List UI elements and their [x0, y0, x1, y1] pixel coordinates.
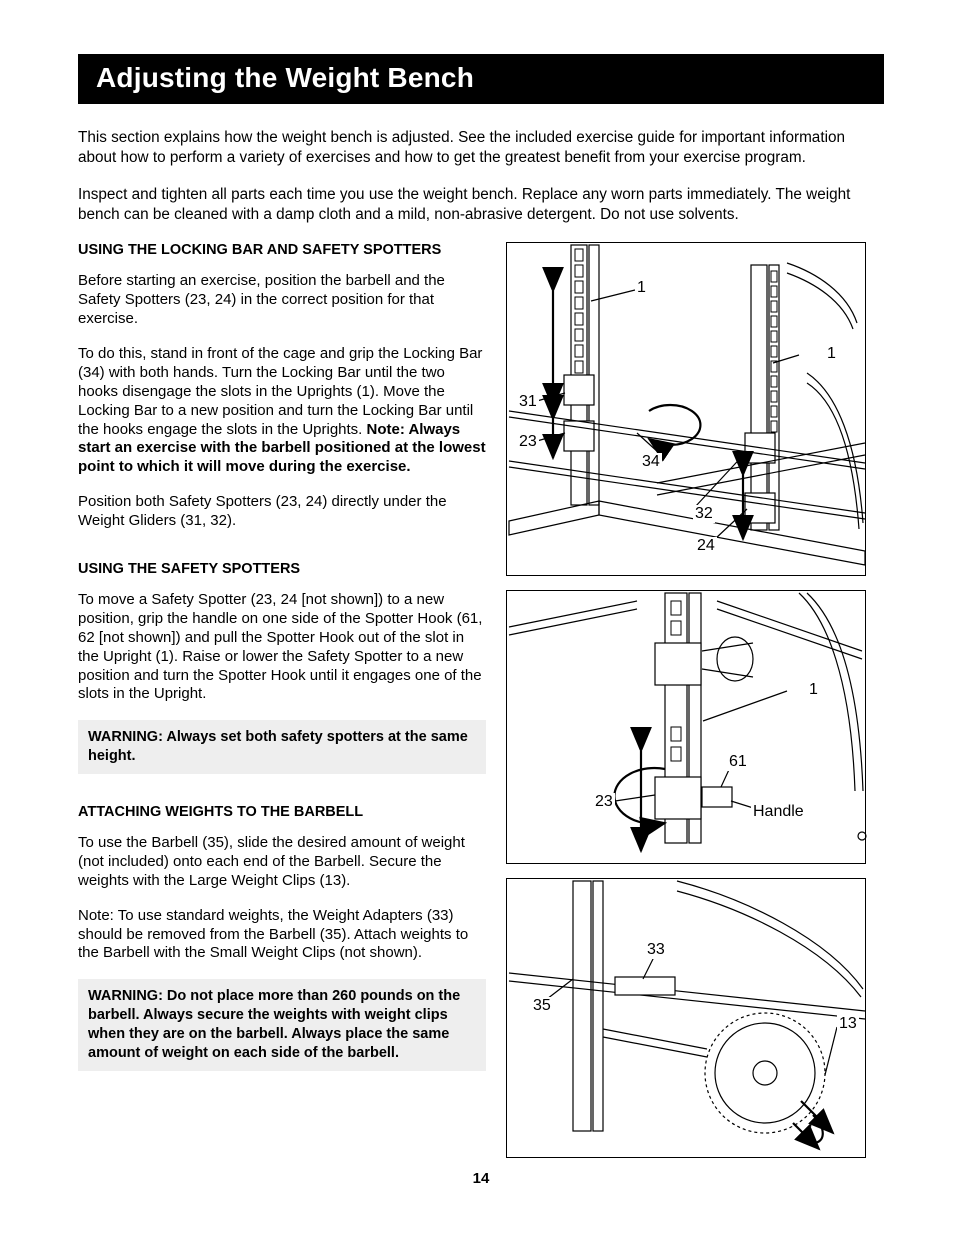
s1-p2: To do this, stand in front of the cage a…: [78, 345, 486, 477]
warning-barbell-text: WARNING: Do not place more than 260 poun…: [88, 987, 476, 1062]
dg1-label-1a: 1: [635, 279, 648, 297]
section-locking-bar: USING THE LOCKING BAR AND SAFETY SPOTTER…: [78, 242, 486, 531]
dg3-label-35: 35: [531, 997, 553, 1015]
s2-p1: To move a Safety Spotter (23, 24 [not sh…: [78, 591, 486, 704]
s1-p3: Position both Safety Spotters (23, 24) d…: [78, 493, 486, 531]
section-attaching-weights: ATTACHING WEIGHTS TO THE BARBELL To use …: [78, 804, 486, 1071]
diagram-2-svg: [507, 591, 867, 865]
section-title: Adjusting the Weight Bench: [96, 62, 866, 94]
dg2-label-1: 1: [807, 681, 820, 699]
dg1-label-31: 31: [517, 393, 539, 411]
page-number: 14: [78, 1170, 884, 1187]
right-column: 1 1 31 23 34 32 24: [506, 242, 866, 1158]
dg3-label-13: 13: [837, 1015, 859, 1033]
dg2-label-23: 23: [593, 793, 615, 811]
intro-paragraph-1: This section explains how the weight ben…: [78, 128, 884, 167]
warning-box-spotters: WARNING: Always set both safety spotters…: [78, 720, 486, 774]
intro-paragraph-2: Inspect and tighten all parts each time …: [78, 185, 884, 224]
diagram-barbell-weights: 33 35 13: [506, 878, 866, 1158]
dg2-label-61: 61: [727, 753, 749, 771]
diagram-locking-bar: 1 1 31 23 34 32 24: [506, 242, 866, 576]
subhead-locking-bar: USING THE LOCKING BAR AND SAFETY SPOTTER…: [78, 242, 486, 258]
subhead-safety-spotters: USING THE SAFETY SPOTTERS: [78, 561, 486, 577]
warning-box-barbell: WARNING: Do not place more than 260 poun…: [78, 979, 486, 1070]
dg1-label-32: 32: [693, 505, 715, 523]
diagram-1-svg: [507, 243, 867, 577]
dg3-label-33: 33: [645, 941, 667, 959]
intro-block: This section explains how the weight ben…: [78, 128, 884, 224]
left-column: USING THE LOCKING BAR AND SAFETY SPOTTER…: [78, 242, 486, 1158]
subhead-attaching-weights: ATTACHING WEIGHTS TO THE BARBELL: [78, 804, 486, 820]
section-safety-spotters: USING THE SAFETY SPOTTERS To move a Safe…: [78, 561, 486, 774]
section-title-bar: Adjusting the Weight Bench: [78, 54, 884, 104]
dg1-label-1b: 1: [825, 345, 838, 363]
diagram-safety-spotter: 1 61 23 Handle: [506, 590, 866, 864]
dg1-label-24: 24: [695, 537, 717, 555]
diagram-3-svg: [507, 879, 867, 1159]
dg1-label-34: 34: [640, 453, 662, 471]
manual-page: Adjusting the Weight Bench This section …: [0, 0, 954, 1217]
s1-p1: Before starting an exercise, position th…: [78, 272, 486, 329]
s3-p1: To use the Barbell (35), slide the desir…: [78, 834, 486, 891]
s3-p2: Note: To use standard weights, the Weigh…: [78, 907, 486, 964]
dg1-label-23: 23: [517, 433, 539, 451]
warning-spotters-text: WARNING: Always set both safety spotters…: [88, 728, 476, 766]
dg2-label-handle: Handle: [751, 803, 806, 821]
